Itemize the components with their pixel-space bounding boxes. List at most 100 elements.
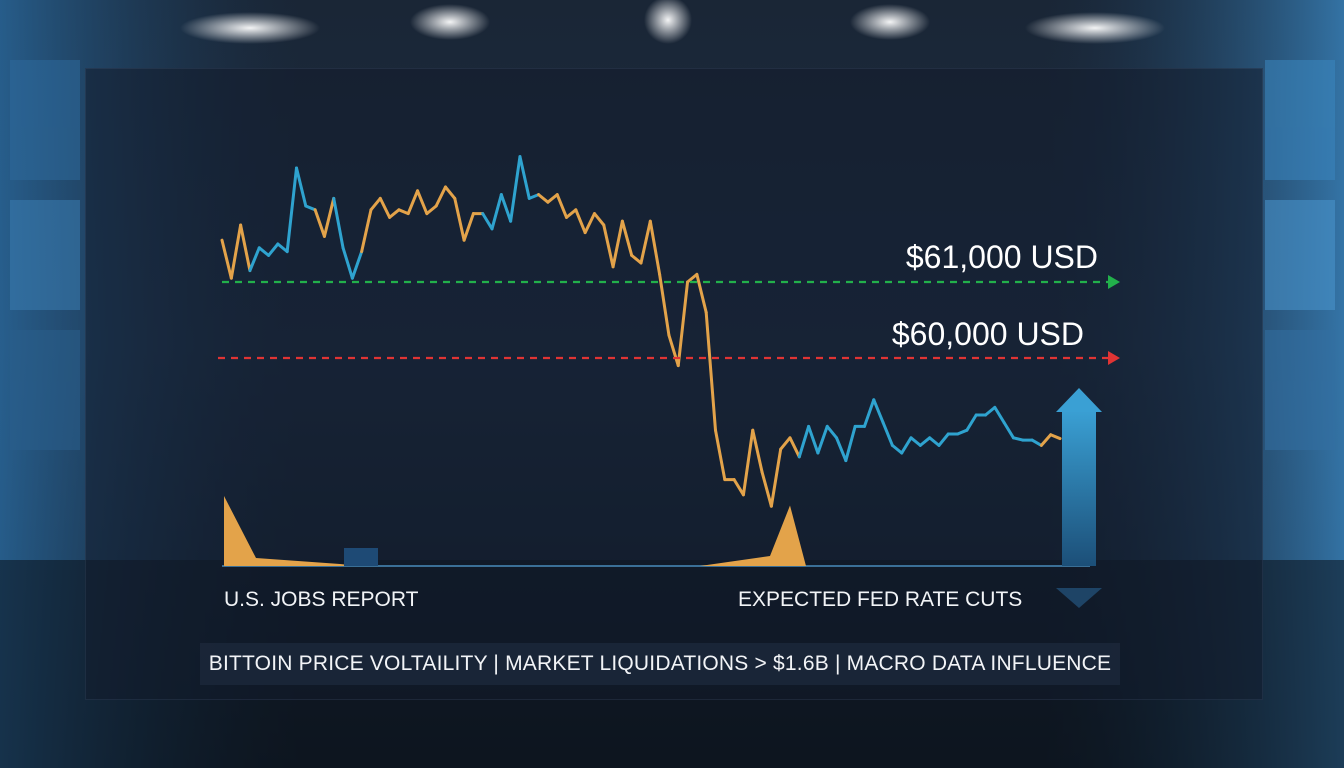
price-segment [1049, 433, 1062, 441]
price-segment [658, 272, 671, 337]
price-segment [267, 242, 280, 257]
price-segment [388, 208, 401, 219]
price-segment [239, 223, 252, 273]
price-segment [956, 428, 969, 436]
resistance-arrowhead [1108, 275, 1120, 289]
event-markers [224, 496, 806, 566]
price-segment [751, 428, 764, 474]
price-segment [481, 212, 494, 231]
price-segment [620, 219, 634, 257]
price-segment [797, 424, 811, 459]
price-segment [462, 212, 475, 242]
price-segment [648, 219, 662, 276]
price-segment [248, 246, 261, 273]
price-segment [304, 204, 317, 212]
support-line: $60,000 USD [218, 316, 1120, 365]
price-segment [788, 436, 801, 459]
caption-bar: BITTOIN PRICE VOLTAILITY | MARKET LIQUID… [200, 643, 1120, 685]
price-segment [555, 193, 569, 219]
price-segment [499, 193, 513, 223]
caption-text: BITTOIN PRICE VOLTAILITY | MARKET LIQUID… [208, 652, 1112, 675]
price-segment [760, 470, 773, 508]
price-segment [890, 443, 904, 455]
price-segment [881, 421, 894, 447]
price-segment [360, 208, 373, 254]
support-label: $60,000 USD [892, 316, 1084, 352]
price-segment [965, 413, 978, 432]
resistance-label: $61,000 USD [906, 239, 1098, 275]
price-series [220, 155, 1062, 508]
price-segment [835, 436, 848, 463]
price-segment [276, 242, 289, 254]
price-segment [984, 405, 997, 417]
price-segment [537, 193, 550, 204]
price-segment [639, 219, 652, 265]
price-segment [453, 196, 466, 242]
price-segment [350, 250, 364, 280]
price-segment [1002, 421, 1015, 440]
monitor-wall [10, 60, 1335, 450]
price-segment [1011, 436, 1025, 442]
price-segment [592, 212, 606, 227]
price-segment [695, 272, 708, 314]
ceiling-lights [180, 0, 1165, 44]
price-segment [741, 428, 755, 497]
price-segment [900, 436, 913, 455]
price-segment [993, 405, 1006, 425]
event-label-fed-rate-cuts: EXPECTED FED RATE CUTS [738, 588, 1022, 611]
price-segment [434, 185, 447, 208]
price-segment [416, 189, 429, 216]
price-segment [816, 424, 829, 455]
price-segment [630, 253, 643, 265]
price-segment [406, 189, 420, 216]
price-segment [779, 436, 792, 451]
price-segment [937, 432, 950, 447]
price-segment [928, 436, 941, 447]
price-segment [1030, 438, 1043, 447]
down-arrow [1056, 588, 1102, 608]
price-segment [918, 436, 932, 447]
price-segment [397, 208, 410, 216]
price-segment [527, 193, 541, 200]
event-label-jobs-report: U.S. JOBS REPORT [224, 588, 419, 611]
price-segment [257, 246, 271, 257]
marker-block [344, 548, 378, 566]
price-segment [378, 196, 392, 219]
price-segment [704, 310, 717, 432]
price-segment [294, 166, 308, 208]
price-segment [425, 204, 438, 216]
price-segment [825, 424, 839, 440]
price-segment [732, 478, 745, 497]
price-segment [518, 155, 531, 200]
price-segment [369, 196, 382, 212]
price-segment [676, 280, 690, 368]
price-segment [667, 333, 680, 368]
price-segment [443, 185, 457, 200]
price-segment [1039, 433, 1053, 447]
price-segment [313, 208, 326, 238]
marker-fed-rate-cuts [700, 505, 806, 566]
price-segment [322, 196, 336, 238]
price-segment [341, 246, 354, 280]
price-segment [220, 238, 233, 280]
price-segment [807, 424, 820, 455]
price-segment [862, 398, 876, 428]
price-segment [769, 447, 783, 508]
price-segment [844, 424, 857, 463]
price-segment [490, 193, 503, 231]
price-segment [574, 208, 587, 235]
price-segment [509, 155, 522, 223]
price-segment [546, 193, 559, 204]
price-segment [332, 196, 345, 250]
up-arrow [1056, 388, 1102, 566]
price-segment [686, 272, 699, 284]
price-segment [713, 428, 727, 482]
price-segment [909, 436, 922, 447]
price-segment [611, 219, 624, 269]
price-segment [285, 166, 298, 254]
resistance-line: $61,000 USD [222, 239, 1120, 289]
support-arrowhead [1108, 351, 1120, 365]
marker-jobs-report [224, 496, 360, 566]
